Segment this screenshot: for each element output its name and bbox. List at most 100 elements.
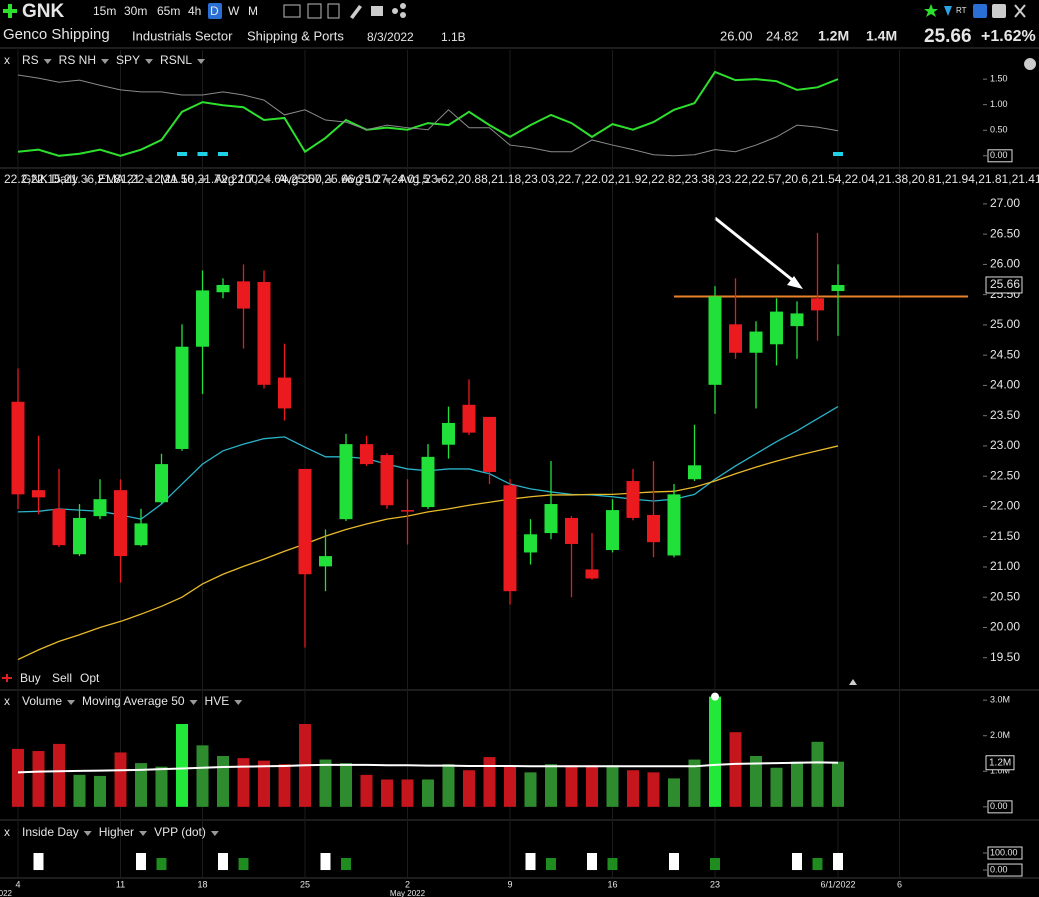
series-line bbox=[17, 445, 839, 661]
legend-label[interactable]: HVE bbox=[205, 694, 230, 708]
dropdown-arrow[interactable] bbox=[326, 178, 335, 183]
legend-label[interactable]: SPY bbox=[116, 53, 140, 67]
event-marker bbox=[833, 853, 843, 871]
candle-body bbox=[216, 284, 230, 293]
annotation-arrow bbox=[714, 216, 796, 284]
dropdown-arrow[interactable] bbox=[83, 178, 92, 183]
trade-icon[interactable] bbox=[2, 674, 12, 682]
legend-label[interactable]: RS bbox=[22, 53, 39, 67]
volume-bar bbox=[647, 772, 660, 807]
icon[interactable] bbox=[400, 3, 406, 9]
y-tick-box bbox=[987, 863, 1023, 877]
close-panel[interactable]: x bbox=[4, 53, 10, 67]
icon[interactable] bbox=[973, 4, 987, 18]
interval[interactable]: D bbox=[210, 4, 219, 18]
dropdown-arrow[interactable] bbox=[434, 178, 443, 183]
icon[interactable] bbox=[992, 4, 1006, 18]
dropdown-arrow[interactable] bbox=[197, 59, 206, 64]
candle-body bbox=[73, 517, 86, 555]
date: 8/3/2022 bbox=[367, 30, 414, 44]
legend-label[interactable]: Moving Average 50 bbox=[82, 694, 185, 708]
legend-label[interactable]: Higher bbox=[99, 825, 134, 839]
dropdown-arrow[interactable] bbox=[383, 178, 392, 183]
legend-label[interactable]: Avg 200 bbox=[278, 172, 322, 186]
icon[interactable] bbox=[283, 4, 301, 18]
y-tick-label: 23.50 bbox=[990, 408, 1020, 422]
volume-bar bbox=[483, 757, 496, 807]
dropdown-arrow[interactable] bbox=[83, 831, 92, 836]
close-panel[interactable]: 22.2,22.15,21.36,21.81,22.12,21.18,21.72… bbox=[4, 172, 1039, 186]
dropdown-arrow[interactable] bbox=[262, 178, 271, 183]
icon[interactable] bbox=[1014, 4, 1026, 18]
symbol[interactable]: GNK bbox=[22, 1, 65, 22]
y-tick-label: 21.50 bbox=[990, 529, 1020, 543]
dropdown-arrow[interactable] bbox=[101, 59, 110, 64]
icon[interactable] bbox=[400, 12, 406, 18]
dropdown-arrow[interactable] bbox=[234, 700, 243, 705]
legend-label[interactable]: Avg 5 bbox=[399, 172, 430, 186]
volume-bar bbox=[340, 763, 352, 807]
volume-bar bbox=[32, 751, 45, 807]
dropdown-arrow[interactable] bbox=[210, 831, 219, 836]
scroll-marker[interactable] bbox=[849, 679, 857, 685]
interval[interactable]: M bbox=[248, 4, 258, 18]
y-tick-label: 22.00 bbox=[990, 499, 1020, 513]
dropdown-arrow[interactable] bbox=[139, 831, 148, 836]
volume-bar bbox=[53, 743, 65, 807]
legend-label[interactable]: MA 50 bbox=[160, 172, 194, 186]
legend-label[interactable]: Inside Day bbox=[22, 825, 79, 839]
volume-bar bbox=[237, 758, 250, 807]
dropdown-arrow[interactable] bbox=[145, 59, 154, 64]
interval[interactable]: W bbox=[228, 4, 240, 18]
legend-label[interactable]: RSNL bbox=[160, 53, 192, 67]
volume-bar bbox=[422, 779, 434, 807]
event-marker bbox=[669, 853, 679, 871]
add-icon[interactable] bbox=[3, 4, 17, 18]
volume-bar bbox=[258, 760, 270, 807]
interval[interactable]: 4h bbox=[188, 4, 201, 18]
y-tick-label: 1.0M bbox=[990, 766, 1010, 776]
close-panel[interactable]: x bbox=[4, 694, 10, 708]
x-tick-label: 16 bbox=[607, 879, 617, 889]
icon[interactable] bbox=[307, 3, 322, 19]
dropdown-arrow[interactable] bbox=[67, 700, 76, 705]
icon[interactable] bbox=[392, 8, 398, 14]
icon[interactable] bbox=[371, 6, 383, 16]
x-tick-label: 11 bbox=[116, 879, 125, 889]
volume-bar bbox=[155, 766, 168, 807]
sector[interactable]: Industrials Sector bbox=[132, 28, 233, 43]
industry[interactable]: Shipping & Ports bbox=[247, 28, 344, 43]
candle-body bbox=[749, 331, 763, 353]
rs-new-high bbox=[218, 152, 228, 156]
options-button[interactable]: Opt bbox=[80, 671, 100, 685]
icon[interactable] bbox=[350, 5, 362, 19]
legend-label[interactable]: Avg 100 bbox=[214, 172, 258, 186]
legend-label[interactable]: GNK Daily bbox=[22, 172, 78, 186]
candle-body bbox=[360, 444, 373, 465]
volume-bar bbox=[565, 765, 578, 807]
close-panel[interactable]: x bbox=[4, 825, 10, 839]
y-tick-label: 27.00 bbox=[990, 196, 1020, 210]
buy-button[interactable]: Buy bbox=[20, 671, 41, 685]
legend-label[interactable]: EMA 21 bbox=[98, 172, 140, 186]
icon[interactable] bbox=[327, 3, 340, 19]
palette-icon[interactable] bbox=[1024, 58, 1037, 70]
interval[interactable]: 15m bbox=[93, 4, 116, 18]
dropdown-arrow[interactable] bbox=[189, 700, 198, 705]
y-tick-label: 26.00 bbox=[990, 257, 1020, 271]
legend-label[interactable]: Avg 10 bbox=[342, 172, 379, 186]
legend-label[interactable]: RS NH bbox=[59, 53, 96, 67]
interval[interactable]: 65m bbox=[157, 4, 180, 18]
legend-label[interactable]: VPP (dot) bbox=[154, 825, 206, 839]
sell-button[interactable]: Sell bbox=[52, 671, 72, 685]
dropdown-arrow[interactable] bbox=[43, 59, 52, 64]
icon[interactable] bbox=[944, 6, 952, 16]
dropdown-arrow[interactable] bbox=[145, 178, 154, 183]
dropdown-arrow[interactable] bbox=[199, 178, 208, 183]
legend-label[interactable]: Volume bbox=[22, 694, 62, 708]
volume-bar bbox=[381, 779, 393, 807]
candle-body bbox=[114, 490, 127, 557]
interval[interactable]: 30m bbox=[124, 4, 147, 18]
hve-dot bbox=[711, 692, 719, 701]
icon[interactable] bbox=[924, 4, 938, 17]
